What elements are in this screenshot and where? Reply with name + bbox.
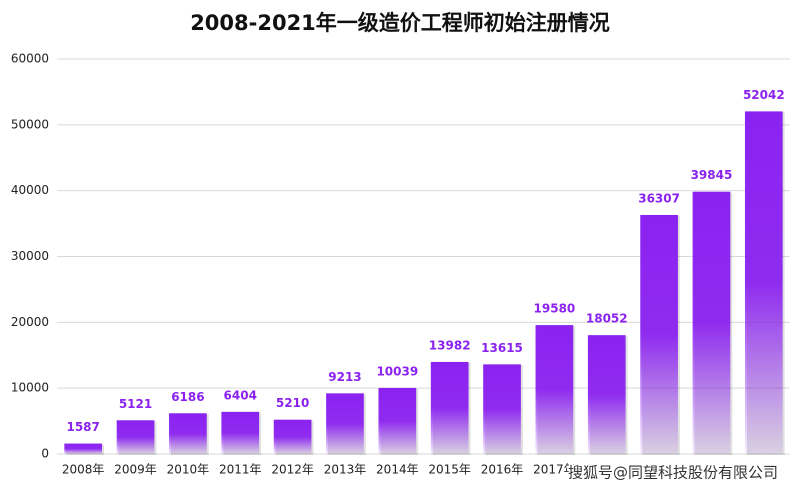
bar (169, 413, 207, 454)
value-label: 18052 (586, 312, 628, 326)
value-label: 52042 (743, 88, 785, 102)
x-tick-label: 2012年 (271, 463, 314, 477)
value-label: 1587 (66, 420, 99, 434)
bar (378, 387, 417, 454)
y-tick-label: 60000 (11, 52, 49, 66)
bar (430, 361, 469, 454)
y-tick-label: 0 (41, 447, 49, 461)
value-label: 5121 (119, 397, 152, 411)
y-tick-label: 40000 (11, 183, 49, 197)
x-tick-label: 2009年 (114, 463, 157, 477)
value-label: 5210 (276, 396, 309, 410)
bar (640, 214, 678, 454)
chart-title: 2008-2021年一级造价工程师初始注册情况 (190, 11, 610, 35)
bar (483, 364, 521, 454)
bar (221, 411, 260, 454)
value-label: 10039 (376, 364, 418, 378)
y-tick-label: 50000 (11, 117, 49, 131)
bar (744, 111, 783, 454)
value-label: 39845 (691, 168, 733, 182)
value-label: 9213 (328, 370, 361, 384)
value-label: 36307 (638, 191, 680, 205)
x-tick-label: 2017年 (533, 463, 576, 477)
bar (692, 191, 731, 455)
y-tick-label: 20000 (11, 315, 49, 329)
bar (116, 420, 155, 454)
x-tick-label: 2011年 (219, 463, 262, 477)
value-label: 13615 (481, 341, 523, 355)
bar (273, 419, 312, 454)
x-tick-label: 2014年 (376, 463, 419, 477)
bar (535, 325, 574, 454)
value-label: 13982 (429, 338, 471, 352)
y-tick-label: 30000 (11, 249, 49, 263)
bar (587, 335, 626, 454)
bar (326, 393, 364, 454)
bar (64, 443, 103, 454)
value-label: 19580 (534, 302, 576, 316)
watermark: 搜狐号@同望科技股份有限公司 (568, 464, 778, 482)
x-tick-label: 2008年 (62, 463, 105, 477)
value-label: 6404 (224, 388, 257, 402)
x-tick-label: 2013年 (324, 463, 367, 477)
x-tick-label: 2010年 (167, 463, 210, 477)
x-tick-label: 2016年 (481, 463, 524, 477)
y-tick-label: 10000 (11, 381, 49, 395)
value-label: 6186 (171, 390, 204, 404)
x-tick-label: 2015年 (428, 463, 471, 477)
